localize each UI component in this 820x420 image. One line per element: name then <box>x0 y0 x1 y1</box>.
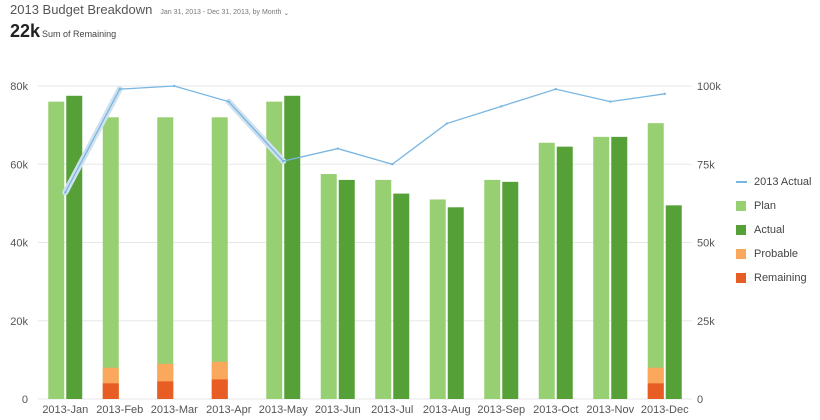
left-axis-tick-label: 80k <box>10 81 28 93</box>
date-range-label: Jan 31, 2013 - Dec 31, 2013, by Month <box>160 9 282 16</box>
plan-bar <box>211 117 228 400</box>
actual-bar <box>338 179 355 399</box>
actual-2013-line <box>64 85 665 193</box>
plan-bar <box>320 174 337 399</box>
remaining-bar <box>211 379 228 399</box>
x-axis-tick-label: 2013-May <box>259 404 308 416</box>
chart-title: 2013 Budget Breakdown <box>10 2 153 17</box>
legend-item[interactable]: Probable <box>736 242 812 266</box>
right-axis-tick-label: 50k <box>697 238 715 250</box>
legend-label: Plan <box>754 200 777 212</box>
actual-2013-point <box>118 87 121 91</box>
remaining-bar <box>102 383 119 399</box>
legend-label: Probable <box>754 248 799 260</box>
x-axis-tick-label: 2013-Jan <box>42 404 88 416</box>
actual-bar <box>665 205 682 399</box>
right-axis-tick-label: 75k <box>697 159 715 171</box>
left-axis-tick-label: 60k <box>10 159 28 171</box>
plan-bar <box>429 199 446 399</box>
kpi-label: Sum of Remaining <box>42 29 117 39</box>
actual-bar <box>447 207 464 399</box>
actual-2013-point <box>500 105 503 108</box>
actual-2013-point <box>663 92 666 96</box>
legend-item[interactable]: Plan <box>736 194 812 218</box>
x-axis-tick-label: 2013-Aug <box>423 404 471 416</box>
plan-bar <box>647 123 664 399</box>
remaining-bar <box>157 381 174 399</box>
actual-bar <box>556 146 573 399</box>
x-axis-tick-label: 2013-Jun <box>315 404 361 416</box>
plan-bar <box>266 101 283 400</box>
left-axis-tick-label: 20k <box>10 316 28 328</box>
legend-label: Actual <box>754 224 785 236</box>
plan-bar <box>375 179 392 399</box>
chart-header: 2013 Budget Breakdown Jan 31, 2013 - Dec… <box>10 2 289 42</box>
date-range-selector[interactable]: Jan 31, 2013 - Dec 31, 2013, by Month ⌄ <box>160 9 289 17</box>
actual-2013-point <box>173 84 176 88</box>
legend-swatch <box>736 225 746 235</box>
actual-bar <box>66 95 83 399</box>
plan-bar <box>48 101 65 400</box>
legend-swatch <box>736 181 747 183</box>
x-axis-tick-label: 2013-Apr <box>206 404 252 416</box>
actual-bar <box>502 181 519 399</box>
kpi-value: 22k <box>10 21 41 41</box>
plan-bar <box>593 136 610 400</box>
x-axis-tick-label: 2013-Nov <box>586 404 634 416</box>
x-axis-tick-label: 2013-Dec <box>641 404 689 416</box>
legend-item[interactable]: Remaining <box>736 266 812 290</box>
actual-2013-point <box>64 191 67 194</box>
legend-item[interactable]: 2013 Actual <box>736 170 812 194</box>
remaining-bar <box>647 383 664 399</box>
actual-2013-point <box>336 147 339 150</box>
x-axis-tick-label: 2013-Mar <box>151 404 198 416</box>
actual-bar <box>393 193 410 399</box>
actual-2013-point <box>554 87 557 91</box>
chevron-down-icon: ⌄ <box>283 9 290 17</box>
plan-bar <box>157 117 174 400</box>
x-axis-tick-label: 2013-Jul <box>371 404 413 416</box>
actual-2013-point <box>282 159 285 163</box>
legend-swatch <box>736 201 746 211</box>
legend-label: Remaining <box>754 272 807 284</box>
chart-legend: 2013 Actual Plan Actual Probable Remaining <box>736 170 812 290</box>
x-axis-tick-label: 2013-Oct <box>533 404 578 416</box>
actual-2013-point <box>227 100 230 103</box>
x-axis-tick-label: 2013-Feb <box>96 404 143 416</box>
plan-bar <box>102 117 119 400</box>
right-axis-tick-label: 0 <box>697 394 703 406</box>
right-axis-tick-label: 25k <box>697 316 715 328</box>
right-axis-tick-label: 100k <box>697 81 721 93</box>
actual-bar <box>284 95 301 399</box>
legend-label: 2013 Actual <box>754 176 812 188</box>
actual-2013-point <box>609 100 612 103</box>
legend-swatch <box>736 273 746 283</box>
plan-bar <box>538 142 555 399</box>
legend-swatch <box>736 249 746 259</box>
actual-bar <box>611 136 628 400</box>
left-axis-tick-label: 40k <box>10 238 28 250</box>
legend-item[interactable]: Actual <box>736 218 812 242</box>
actual-2013-point <box>391 163 394 166</box>
actual-2013-point <box>445 122 448 125</box>
left-axis-tick-label: 0 <box>22 394 28 406</box>
plan-bar <box>484 179 501 399</box>
x-axis-tick-label: 2013-Sep <box>477 404 525 416</box>
